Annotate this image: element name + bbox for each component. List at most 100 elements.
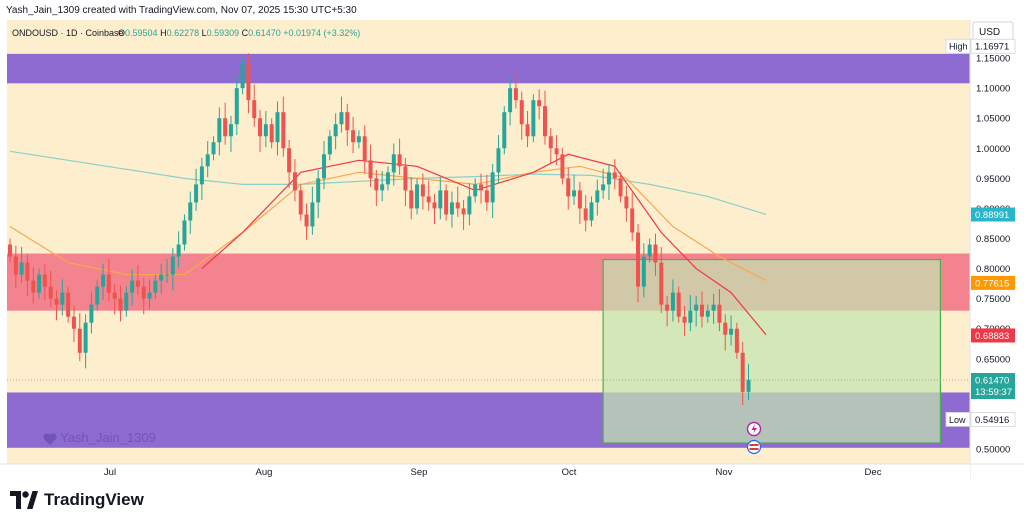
candle-body	[665, 304, 670, 311]
candle-body	[217, 118, 222, 143]
candle-body	[415, 184, 420, 209]
candle-body	[519, 100, 524, 125]
ma-short-line	[201, 153, 767, 336]
candle-body	[688, 310, 693, 323]
candle-body	[19, 262, 24, 275]
low-tag	[945, 412, 971, 427]
low-price-label: 0.54916	[975, 415, 1009, 426]
candle-body	[124, 292, 129, 311]
candle-body	[432, 202, 437, 209]
candle-body	[548, 136, 553, 149]
lightning-bolt-icon	[751, 424, 757, 434]
candle-body	[165, 274, 170, 276]
y-tick-label: 0.80000	[976, 264, 1010, 275]
candle-body	[339, 112, 344, 125]
candle-body	[95, 286, 100, 305]
candle-body	[606, 172, 611, 185]
candle-body	[734, 328, 739, 353]
candle-body	[374, 178, 379, 191]
candle-body	[101, 274, 106, 287]
candle-body	[484, 190, 489, 203]
candle-body	[740, 352, 745, 392]
ma-short-price-label: 0.68883	[975, 331, 1009, 342]
candle-body	[449, 202, 454, 215]
candle-body	[426, 196, 431, 203]
candle-body	[205, 154, 210, 167]
candle-body	[694, 304, 699, 311]
candle-body	[211, 142, 216, 155]
candle-body	[618, 178, 623, 197]
candle-body	[496, 148, 501, 173]
candle-body	[287, 148, 292, 173]
tradingview-logo[interactable]: TradingView	[10, 490, 144, 510]
candle-body	[362, 136, 367, 161]
x-tick-label: Sep	[411, 467, 428, 478]
x-tick-label: Aug	[256, 467, 273, 478]
us-flag-event-icon	[746, 439, 762, 455]
high-price-label: 1.16971	[975, 42, 1009, 53]
candle-body	[263, 124, 268, 137]
candle-body	[246, 64, 251, 101]
high-price-box	[970, 38, 1016, 54]
candle-body	[647, 244, 652, 257]
candle-body	[391, 154, 396, 173]
chart-area[interactable]: ONDOUSD · 1D · Coinbase O0.59504 H0.6227…	[0, 20, 1024, 480]
countdown-label: 13:59:37	[975, 387, 1012, 398]
price-chart[interactable]: ONDOUSD · 1D · Coinbase O0.59504 H0.6227…	[0, 20, 1024, 480]
candle-body	[409, 190, 414, 209]
candle-body	[554, 148, 559, 155]
candle-body	[275, 112, 280, 143]
candle-body	[223, 118, 228, 137]
candle-body	[345, 112, 350, 131]
candle-body	[252, 100, 257, 119]
chart-header: Yash_Jain_1309 created with TradingView.…	[0, 0, 1024, 20]
candle-body	[403, 166, 408, 191]
candle-body	[420, 184, 425, 197]
candle-body	[525, 124, 530, 137]
ma-mid-price-box	[971, 275, 1015, 290]
symbol-label: ONDOUSD · 1D · Coinbase	[12, 28, 124, 38]
candle-body	[228, 124, 233, 137]
author-line: Yash_Jain_1309 created with TradingView.…	[6, 5, 357, 16]
y-tick-label: 1.10000	[976, 84, 1010, 95]
candle-body	[705, 310, 710, 317]
candle-body	[368, 160, 373, 179]
candle-body	[13, 256, 18, 275]
low-price-box	[970, 412, 1016, 427]
candle-body	[531, 100, 536, 137]
candle-body	[676, 292, 681, 317]
ohlc-values: O0.59504 H0.62278 L0.59309 C0.61470 +0.0…	[118, 28, 360, 38]
candle-body	[502, 112, 507, 149]
candle-body	[176, 244, 181, 257]
ma-short-price-box	[971, 328, 1015, 343]
candle-body	[380, 184, 385, 191]
footer: TradingView	[0, 481, 1024, 521]
us-flag-stripe-icon	[749, 448, 759, 450]
x-tick-label: Dec	[865, 467, 882, 478]
candle-body	[42, 274, 47, 287]
time-axis-background	[0, 464, 970, 480]
candle-body	[729, 328, 734, 335]
y-tick-label: 1.00000	[976, 144, 1010, 155]
candle-body	[461, 208, 466, 215]
candle-body	[77, 328, 82, 353]
tradingview-logo-text: TradingView	[44, 490, 144, 509]
y-tick-label: 1.15000	[976, 54, 1010, 65]
y-tick-label: 0.85000	[976, 234, 1010, 245]
watermark: Yash_Jain_1309	[60, 430, 156, 445]
candle-body	[327, 136, 332, 155]
zone-upper-resistance	[7, 53, 970, 84]
candle-body	[356, 136, 361, 143]
candle-body	[612, 172, 617, 179]
candle-body	[560, 154, 565, 179]
candle-body	[37, 274, 42, 293]
candle-body	[147, 292, 152, 299]
candle-body	[636, 232, 641, 287]
candle-body	[682, 316, 687, 323]
candle-body	[479, 184, 484, 191]
candle-body	[653, 244, 658, 263]
candle-body	[258, 118, 263, 137]
candle-body	[281, 112, 286, 149]
candle-body	[170, 256, 175, 275]
candle-body	[572, 190, 577, 197]
